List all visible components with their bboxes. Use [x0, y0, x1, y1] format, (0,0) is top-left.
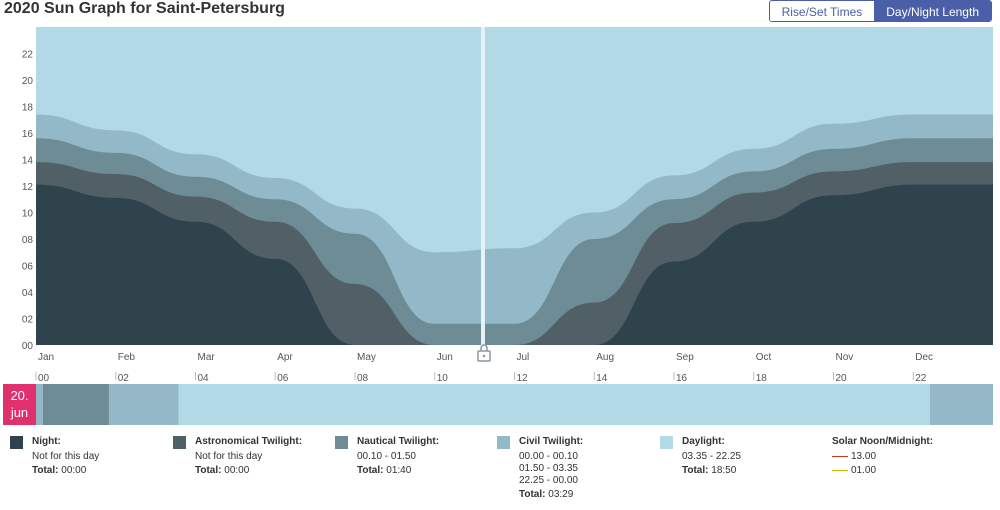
legend-civil-total: Total: 03:29	[519, 489, 573, 500]
solar-midnight-line	[832, 470, 848, 471]
total-label: Total:	[195, 465, 222, 476]
hour-tick-label: 22	[915, 373, 927, 384]
hour-tick-label: 18	[756, 373, 768, 384]
selected-day-marker[interactable]	[477, 27, 491, 362]
total-label: Total:	[682, 465, 709, 476]
total-label: Total:	[32, 465, 59, 476]
y-axis-ticks: 00 02 04 06 08 10 12 14 16 18 20 22	[22, 50, 34, 353]
legend-civil-value-3: 22.25 - 00.00	[519, 475, 578, 486]
legend-astronomical-label: Astronomical Twilight:	[195, 436, 303, 447]
civil-segment	[929, 384, 993, 425]
legend-nautical-label: Nautical Twilight:	[357, 436, 440, 447]
month-tick-label: Jul	[517, 352, 530, 363]
y-tick-label: 18	[22, 103, 34, 114]
total-label: Total:	[519, 489, 546, 500]
legend-solar-noon: 13.00	[851, 451, 877, 462]
hour-tick-label: 10	[437, 373, 449, 384]
legend-daylight-total: Total: 18:50	[682, 465, 736, 476]
legend-nautical-value: 00.10 - 01.50	[357, 451, 416, 462]
y-tick-label: 14	[22, 156, 34, 167]
chart-areas	[36, 114, 993, 345]
astronomical-swatch	[173, 436, 186, 449]
sun-graph-chart[interactable]: 00 02 04 06 08 10 12 14 16 18 20 22 Jan Feb Mar Apr May…	[0, 24, 1000, 384]
legend-daylight-value: 03.35 - 22.25	[682, 451, 741, 462]
page-title: 2020 Sun Graph for Saint-Petersburg	[4, 0, 285, 17]
hour-tick-label: 02	[118, 373, 130, 384]
daylight-segment	[178, 384, 930, 425]
hour-tick-label: 16	[676, 373, 688, 384]
legend-night-value: Not for this day	[32, 451, 100, 462]
hour-tick-label: 20	[836, 373, 848, 384]
total-value: 18:50	[711, 465, 737, 476]
day-length-bar	[36, 384, 993, 425]
rise-set-times-button[interactable]: Rise/Set Times	[769, 1, 875, 21]
month-tick-label: Dec	[915, 352, 933, 363]
selected-day-line	[481, 27, 485, 345]
y-tick-label: 02	[22, 315, 34, 326]
month-tick-label: Oct	[756, 352, 772, 363]
month-tick-label: Jun	[437, 352, 453, 363]
legend-civil-value-2: 01.50 - 03.35	[519, 463, 578, 474]
y-tick-label: 04	[22, 288, 34, 299]
selected-date-month: jun	[10, 405, 29, 420]
lock-icon[interactable]	[477, 344, 491, 362]
civil-segment	[108, 384, 179, 425]
total-value: 03:29	[548, 489, 574, 500]
total-value: 01:40	[386, 465, 412, 476]
hour-tick-label: 06	[277, 373, 289, 384]
month-tick-label: Aug	[596, 352, 614, 363]
solar-noon-line	[832, 456, 848, 457]
x-axis-ticks: Jan Feb Mar Apr May Jun Jul Aug Sep Oct Nov Dec	[38, 352, 933, 363]
month-tick-label: Sep	[676, 352, 694, 363]
y-tick-label: 08	[22, 235, 34, 246]
hour-tick-label: 12	[517, 373, 529, 384]
selected-date-day: 20.	[10, 388, 29, 403]
total-label: Total:	[357, 465, 384, 476]
month-tick-label: May	[357, 352, 376, 363]
hour-tick-label: 08	[357, 373, 369, 384]
month-tick-label: Mar	[198, 352, 216, 363]
legend-civil-value-1: 00.00 - 00.10	[519, 451, 578, 462]
total-value: 00:00	[224, 465, 250, 476]
selected-date-badge: 20. jun	[3, 384, 36, 425]
legend-nautical-total: Total: 01:40	[357, 465, 411, 476]
legend-night-label: Night:	[32, 436, 61, 447]
y-tick-label: 00	[22, 341, 34, 352]
nautical-segment	[42, 384, 109, 425]
hour-tick-label: 14	[596, 373, 608, 384]
hour-axis-ticks: 00 02 04 06 08 10 12 14 16 18 20 22	[35, 372, 927, 384]
hour-tick-label: 00	[38, 373, 50, 384]
month-tick-label: Nov	[836, 352, 854, 363]
view-toggle: Rise/Set Times Day/Night Length	[768, 0, 992, 22]
legend-solar-label: Solar Noon/Midnight:	[832, 436, 934, 447]
legend-astronomical-value: Not for this day	[195, 451, 263, 462]
legend-astronomical-total: Total: 00:00	[195, 465, 249, 476]
month-tick-label: Feb	[118, 352, 136, 363]
night-area	[36, 184, 993, 345]
y-tick-label: 10	[22, 209, 34, 220]
legend-civil-label: Civil Twilight:	[519, 436, 584, 447]
hour-tick-label: 04	[198, 373, 210, 384]
night-swatch	[10, 436, 23, 449]
day-night-length-button[interactable]: Day/Night Length	[874, 1, 991, 21]
month-tick-label: Apr	[277, 352, 293, 363]
total-value: 00:00	[61, 465, 87, 476]
daylight-swatch	[660, 436, 673, 449]
civil-segment	[36, 384, 43, 425]
civil-swatch	[497, 436, 510, 449]
y-tick-label: 06	[22, 262, 34, 273]
y-tick-label: 12	[22, 182, 34, 193]
y-tick-label: 22	[22, 50, 34, 61]
y-tick-label: 20	[22, 76, 34, 87]
legend-daylight-label: Daylight:	[682, 436, 725, 447]
nautical-swatch	[335, 436, 348, 449]
month-tick-label: Jan	[38, 352, 54, 363]
y-tick-label: 16	[22, 129, 34, 140]
legend-night-total: Total: 00:00	[32, 465, 86, 476]
legend-solar-midnight: 01.00	[851, 465, 877, 476]
